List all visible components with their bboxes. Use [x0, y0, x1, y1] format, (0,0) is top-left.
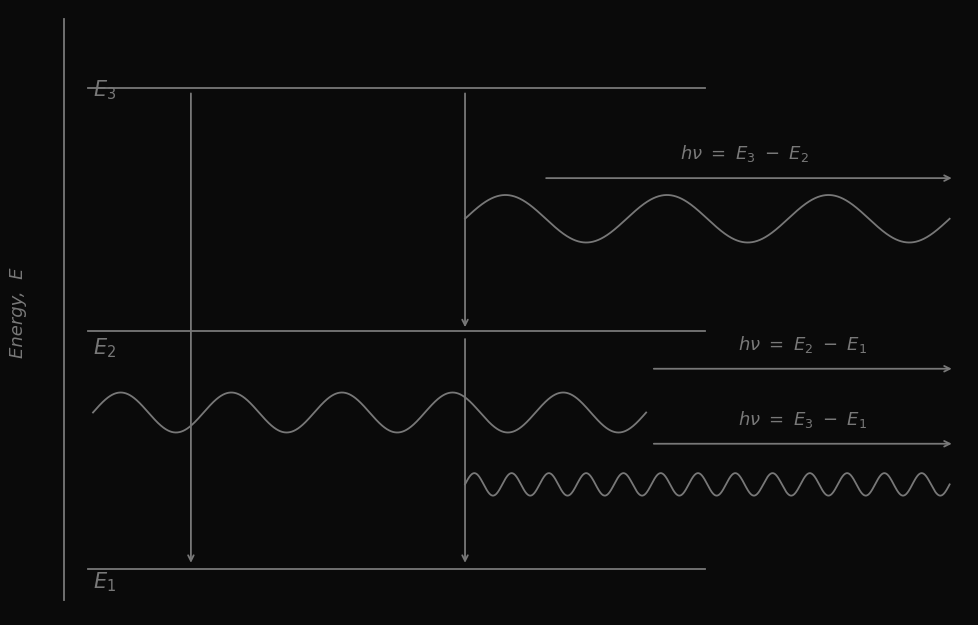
Text: $h\nu\ =\ E_3\ -\ E_1$: $h\nu\ =\ E_3\ -\ E_1$ [737, 409, 867, 430]
Text: Energy,  E: Energy, E [9, 268, 26, 358]
Text: $E_3$: $E_3$ [93, 78, 116, 102]
Text: $E_2$: $E_2$ [93, 336, 116, 360]
Text: $h\nu\ =\ E_3\ -\ E_2$: $h\nu\ =\ E_3\ -\ E_2$ [679, 142, 808, 164]
Text: $h\nu\ =\ E_2\ -\ E_1$: $h\nu\ =\ E_2\ -\ E_1$ [737, 334, 867, 355]
Text: $E_1$: $E_1$ [93, 571, 116, 594]
